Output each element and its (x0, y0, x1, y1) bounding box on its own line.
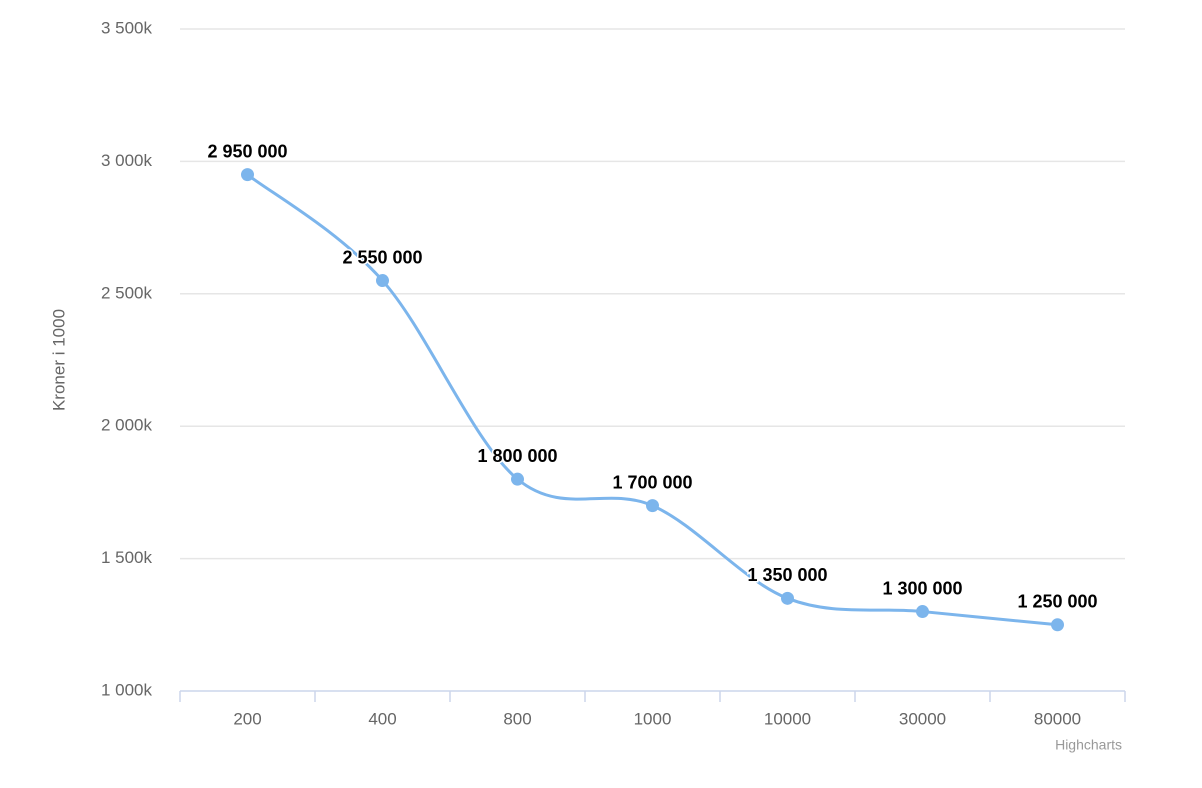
data-label: 1 250 000 (1017, 592, 1097, 612)
x-tick-label: 200 (233, 709, 261, 728)
data-label: 1 800 000 (477, 446, 557, 466)
point (511, 472, 524, 486)
x-tick-label: 800 (503, 709, 531, 728)
point (916, 605, 929, 619)
y-tick-label: 1 000k (101, 680, 153, 699)
x-tick-label: 400 (368, 709, 396, 728)
line (246, 173, 1058, 627)
data-label: 2 550 000 (342, 247, 422, 267)
point (376, 274, 389, 288)
point (781, 591, 794, 605)
point (241, 168, 254, 182)
y-tick-label: 3 000k (101, 151, 153, 170)
data-label: 2 950 000 (207, 141, 287, 161)
x-tick-label: 1000 (634, 709, 672, 728)
y-axis-title: Kroner i 1000 (49, 309, 68, 411)
credits: Highcharts (1055, 737, 1122, 753)
y-tick-label: 1 500k (101, 548, 153, 567)
y-tick-label: 2 500k (101, 283, 153, 302)
data-label: 1 300 000 (882, 578, 962, 598)
x-tick-label: 80000 (1034, 709, 1081, 728)
data-label: 1 700 000 (612, 472, 692, 492)
x-tick-label: 30000 (899, 709, 946, 728)
y-tick-label: 3 500k (101, 18, 153, 37)
data-label: 1 350 000 (747, 565, 827, 585)
point (646, 499, 659, 513)
y-tick-label: 2 000k (101, 416, 153, 435)
point (1051, 618, 1064, 632)
x-tick-label: 10000 (764, 709, 811, 728)
